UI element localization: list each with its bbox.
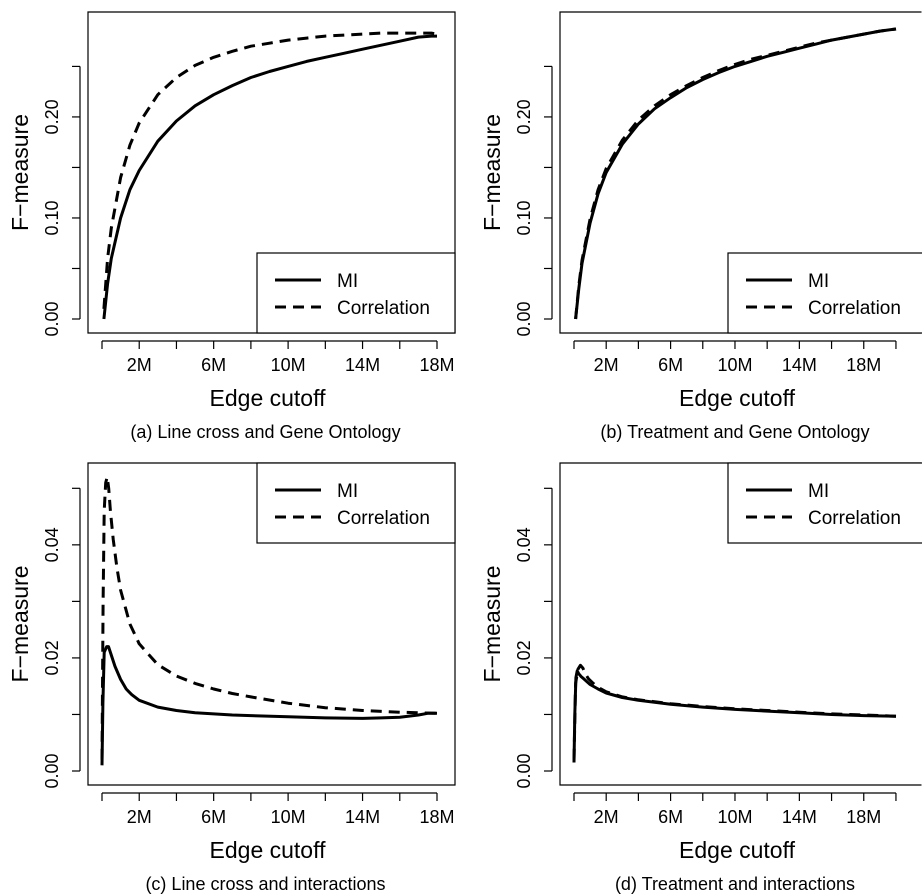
y-axis-title: F−measure bbox=[7, 566, 33, 683]
x-tick-label: 2M bbox=[594, 355, 619, 375]
x-axis-title: Edge cutoff bbox=[679, 837, 796, 863]
series-line-correlation bbox=[102, 31, 438, 310]
x-tick-label: 6M bbox=[201, 355, 226, 375]
y-tick-label: 0.02 bbox=[42, 640, 62, 675]
x-tick-label: 6M bbox=[658, 807, 683, 827]
series-line-mi bbox=[102, 34, 437, 320]
x-axis-title: Edge cutoff bbox=[210, 385, 327, 411]
series-line-mi bbox=[100, 645, 437, 766]
x-tick-label: 18M bbox=[419, 355, 454, 375]
x-tick-label: 18M bbox=[419, 807, 454, 827]
x-tick-label: 2M bbox=[594, 807, 619, 827]
x-tick-label: 14M bbox=[345, 355, 380, 375]
x-axis-title: Edge cutoff bbox=[210, 837, 327, 863]
x-tick-label: 6M bbox=[658, 355, 683, 375]
y-tick-label: 0.00 bbox=[42, 753, 62, 788]
legend-label-mi: MI bbox=[808, 271, 829, 292]
x-tick-label: 10M bbox=[271, 807, 306, 827]
y-tick-label: 0.10 bbox=[42, 200, 62, 235]
legend-box bbox=[256, 462, 456, 544]
x-tick-label: 14M bbox=[782, 807, 817, 827]
legend-label-mi: MI bbox=[337, 271, 358, 292]
chart-panel-1: 2M 6M 10M 14M 18M 0.00 0.10 0.20 Edge cutoff F−me… bbox=[7, 11, 456, 442]
legend-box bbox=[256, 252, 456, 334]
legend-label-correlation: Correlation bbox=[337, 508, 430, 529]
x-tick-label: 18M bbox=[846, 807, 881, 827]
legend-box bbox=[727, 252, 922, 334]
y-axis-title: F−measure bbox=[7, 114, 33, 231]
legend-label-correlation: Correlation bbox=[808, 508, 901, 529]
x-tick-label: 10M bbox=[717, 807, 752, 827]
panel-caption: (b) Treatment and Gene Ontology bbox=[600, 422, 869, 442]
legend: MI Correlation bbox=[256, 252, 456, 334]
series-line-mi bbox=[572, 669, 897, 763]
y-tick-label: 0.00 bbox=[42, 301, 62, 336]
legend: MI Correlation bbox=[727, 462, 922, 544]
x-tick-label: 14M bbox=[345, 807, 380, 827]
panel-caption: (a) Line cross and Gene Ontology bbox=[130, 422, 400, 442]
series-line-mi bbox=[574, 27, 897, 320]
x-tick-label: 14M bbox=[782, 355, 817, 375]
panel-caption: (c) Line cross and interactions bbox=[145, 874, 385, 894]
panel-caption: (d) Treatment and interactions bbox=[615, 874, 855, 894]
y-tick-label: 0.20 bbox=[42, 99, 62, 134]
legend-label-correlation: Correlation bbox=[337, 298, 430, 319]
x-tick-label: 10M bbox=[271, 355, 306, 375]
y-axis-title: F−measure bbox=[479, 114, 505, 231]
chart-panel-4: 2M 6M 10M 14M 18M 0.00 0.02 0.04 Edge cutoff F−me… bbox=[479, 462, 922, 894]
legend: MI Correlation bbox=[727, 252, 922, 334]
y-tick-label: 0.04 bbox=[514, 527, 534, 562]
legend-label-mi: MI bbox=[808, 481, 829, 502]
chart-panel-3: 2M 6M 10M 14M 18M 0.00 0.02 0.04 Edge cutoff F−me… bbox=[7, 462, 456, 894]
legend: MI Correlation bbox=[256, 462, 456, 544]
x-tick-label: 2M bbox=[127, 807, 152, 827]
legend-box bbox=[727, 462, 922, 544]
x-tick-label: 2M bbox=[127, 355, 152, 375]
plot-frame bbox=[87, 11, 456, 334]
y-axis-title: F−measure bbox=[479, 566, 505, 683]
x-tick-label: 10M bbox=[717, 355, 752, 375]
x-tick-label: 18M bbox=[846, 355, 881, 375]
chart-panel-2: 2M 6M 10M 14M 18M 0.00 0.10 0.20 Edge cutoff F−me… bbox=[479, 11, 922, 442]
y-tick-label: 0.04 bbox=[42, 527, 62, 562]
x-axis-title: Edge cutoff bbox=[679, 385, 796, 411]
series-line-correlation bbox=[572, 663, 897, 760]
y-tick-label: 0.10 bbox=[514, 200, 534, 235]
y-tick-label: 0.02 bbox=[514, 640, 534, 675]
y-tick-label: 0.20 bbox=[514, 99, 534, 134]
legend-label-mi: MI bbox=[337, 481, 358, 502]
y-tick-label: 0.00 bbox=[514, 301, 534, 336]
series-line-correlation bbox=[574, 27, 897, 320]
x-tick-label: 6M bbox=[201, 807, 226, 827]
legend-label-correlation: Correlation bbox=[808, 298, 901, 319]
y-tick-label: 0.00 bbox=[514, 753, 534, 788]
plot-frame bbox=[87, 462, 456, 786]
